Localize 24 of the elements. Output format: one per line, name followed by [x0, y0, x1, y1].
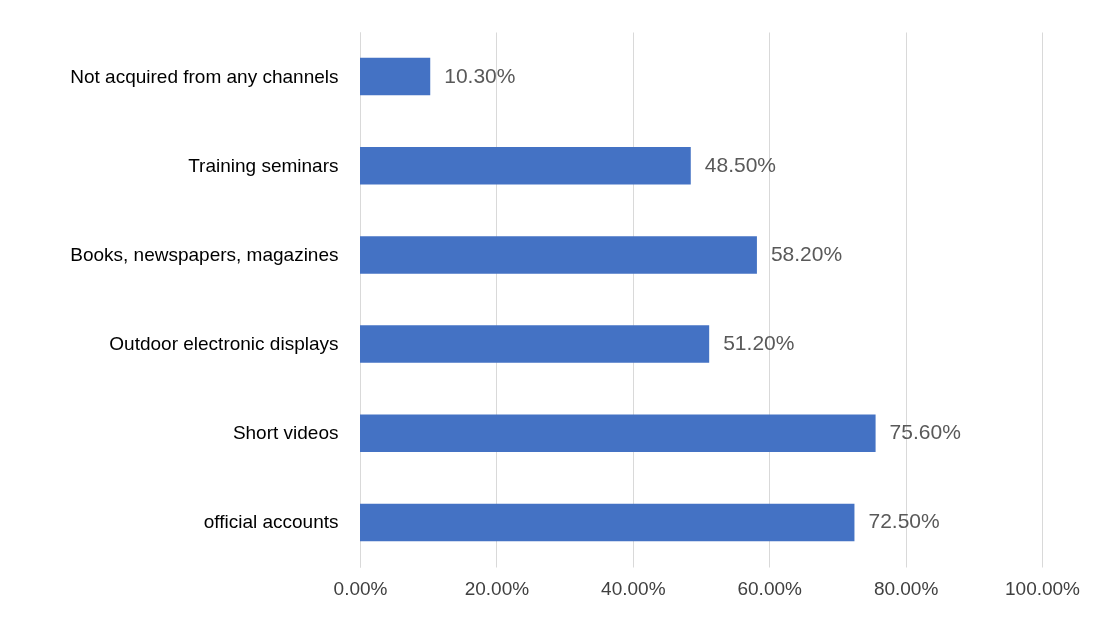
x-tick-label: 100.00% — [1004, 577, 1081, 599]
y-tick-label: Not acquired from any channels — [70, 65, 339, 87]
bar — [360, 147, 691, 185]
data-label: 48.50% — [704, 152, 776, 176]
y-tick-label: Short videos — [232, 422, 339, 444]
y-tick-label: Outdoor electronic displays — [109, 333, 339, 355]
bar — [360, 503, 855, 542]
data-label: 51.20% — [723, 331, 795, 355]
data-label: 75.60% — [889, 420, 961, 444]
x-tick-label: 0.00% — [333, 577, 388, 599]
bar — [360, 325, 710, 363]
y-tick-label: official accounts — [203, 511, 339, 533]
bar — [360, 414, 876, 452]
data-label: 72.50% — [868, 509, 940, 533]
x-tick-label: 20.00% — [464, 577, 530, 599]
y-tick-label: Training seminars — [188, 154, 339, 176]
data-label: 58.20% — [770, 241, 843, 265]
data-label: 10.30% — [444, 63, 516, 87]
bar — [360, 236, 757, 274]
x-tick-label: 60.00% — [737, 577, 803, 599]
bar — [360, 57, 431, 96]
x-tick-label: 80.00% — [873, 577, 939, 599]
y-tick-label: Books, newspapers, magazines — [70, 243, 339, 265]
x-tick-label: 40.00% — [601, 577, 666, 599]
